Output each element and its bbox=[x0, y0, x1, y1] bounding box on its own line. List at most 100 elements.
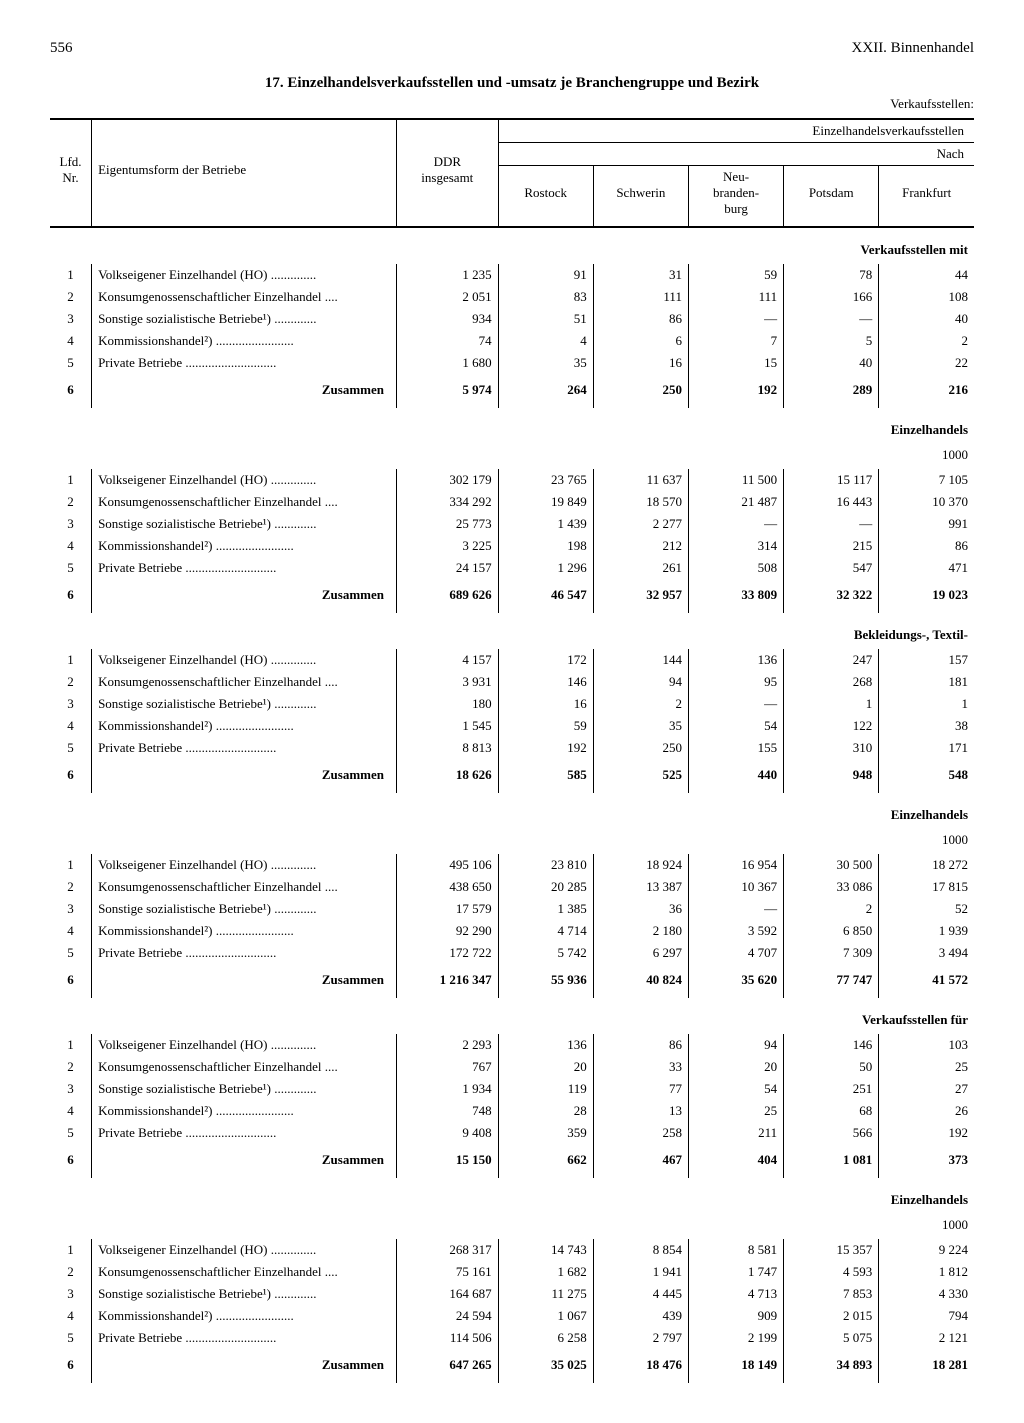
row-label: Kommissionshandel²) ....................… bbox=[92, 535, 397, 557]
cell: 164 687 bbox=[396, 1283, 498, 1305]
cell: 114 506 bbox=[396, 1327, 498, 1349]
row-label: Sonstige sozialistische Betriebe¹) .....… bbox=[92, 308, 397, 330]
sum-cell: 46 547 bbox=[498, 579, 593, 613]
row-label: Volkseigener Einzelhandel (HO) .........… bbox=[92, 264, 397, 286]
sum-cell: 250 bbox=[593, 374, 688, 408]
sum-cell: 689 626 bbox=[396, 579, 498, 613]
table-row: 4Kommissionshandel²) ...................… bbox=[50, 715, 974, 737]
sum-cell: 18 626 bbox=[396, 759, 498, 793]
row-nr: 4 bbox=[50, 920, 92, 942]
row-nr: 1 bbox=[50, 264, 92, 286]
sum-row: 6Zusammen5 974264250192289216 bbox=[50, 374, 974, 408]
cell: 1 bbox=[784, 693, 879, 715]
section-head-sub: 1000 bbox=[50, 829, 974, 854]
cell: 16 bbox=[593, 352, 688, 374]
cell: 438 650 bbox=[396, 876, 498, 898]
table-row: 4Kommissionshandel²) ...................… bbox=[50, 535, 974, 557]
row-label: Volkseigener Einzelhandel (HO) .........… bbox=[92, 854, 397, 876]
table-row: 3Sonstige sozialistische Betriebe¹) ....… bbox=[50, 898, 974, 920]
cell: 934 bbox=[396, 308, 498, 330]
row-nr: 2 bbox=[50, 286, 92, 308]
row-nr: 3 bbox=[50, 513, 92, 535]
sum-cell: 404 bbox=[688, 1144, 783, 1178]
cell: 1 067 bbox=[498, 1305, 593, 1327]
sum-cell: 35 620 bbox=[688, 964, 783, 998]
section-head-sub: 1000 bbox=[50, 1214, 974, 1239]
table-row: 2Konsumgenossenschaftlicher Einzelhandel… bbox=[50, 1261, 974, 1283]
cell: 21 487 bbox=[688, 491, 783, 513]
cell: 6 850 bbox=[784, 920, 879, 942]
row-label: Private Betriebe .......................… bbox=[92, 942, 397, 964]
cell: 7 309 bbox=[784, 942, 879, 964]
cell: 1 812 bbox=[879, 1261, 974, 1283]
col-eigentum: Eigentumsform der Betriebe bbox=[92, 119, 397, 220]
cell: — bbox=[784, 513, 879, 535]
table-row: 5Private Betriebe ......................… bbox=[50, 737, 974, 759]
sum-cell: 467 bbox=[593, 1144, 688, 1178]
cell: 92 290 bbox=[396, 920, 498, 942]
cell: 94 bbox=[688, 1034, 783, 1056]
cell: 261 bbox=[593, 557, 688, 579]
cell: 2 051 bbox=[396, 286, 498, 308]
table-row: 4Kommissionshandel²) ...................… bbox=[50, 330, 974, 352]
table-row: 2Konsumgenossenschaftlicher Einzelhandel… bbox=[50, 671, 974, 693]
table-row: 3Sonstige sozialistische Betriebe¹) ....… bbox=[50, 513, 974, 535]
cell: 8 813 bbox=[396, 737, 498, 759]
cell: 3 592 bbox=[688, 920, 783, 942]
cell: 24 594 bbox=[396, 1305, 498, 1327]
cell: 258 bbox=[593, 1122, 688, 1144]
row-label: Sonstige sozialistische Betriebe¹) .....… bbox=[92, 898, 397, 920]
cell: 25 bbox=[688, 1100, 783, 1122]
cell: 103 bbox=[879, 1034, 974, 1056]
cell: 16 954 bbox=[688, 854, 783, 876]
cell: 4 330 bbox=[879, 1283, 974, 1305]
cell: 86 bbox=[593, 308, 688, 330]
cell: 27 bbox=[879, 1078, 974, 1100]
sum-cell: 55 936 bbox=[498, 964, 593, 998]
sum-cell: 18 149 bbox=[688, 1349, 783, 1383]
row-nr: 2 bbox=[50, 1261, 92, 1283]
table-row: 4Kommissionshandel²) ...................… bbox=[50, 1100, 974, 1122]
sum-cell: 440 bbox=[688, 759, 783, 793]
cell: 2 199 bbox=[688, 1327, 783, 1349]
table-row: 3Sonstige sozialistische Betriebe¹) ....… bbox=[50, 1078, 974, 1100]
cell: 35 bbox=[593, 715, 688, 737]
row-nr: 6 bbox=[50, 964, 92, 998]
cell: 11 500 bbox=[688, 469, 783, 491]
cell: 18 272 bbox=[879, 854, 974, 876]
cell: 14 743 bbox=[498, 1239, 593, 1261]
sum-cell: 192 bbox=[688, 374, 783, 408]
table-row: 3Sonstige sozialistische Betriebe¹) ....… bbox=[50, 1283, 974, 1305]
section-head: Einzelhandels bbox=[50, 793, 974, 829]
cell: 136 bbox=[688, 649, 783, 671]
cell: 146 bbox=[784, 1034, 879, 1056]
sum-cell: 41 572 bbox=[879, 964, 974, 998]
row-label: Private Betriebe .......................… bbox=[92, 557, 397, 579]
cell: 991 bbox=[879, 513, 974, 535]
cell: 767 bbox=[396, 1056, 498, 1078]
col-region-3: Potsdam bbox=[784, 166, 879, 221]
cell: 2 bbox=[784, 898, 879, 920]
cell: 359 bbox=[498, 1122, 593, 1144]
table-row: 2Konsumgenossenschaftlicher Einzelhandel… bbox=[50, 876, 974, 898]
sum-cell: 525 bbox=[593, 759, 688, 793]
cell: 2 277 bbox=[593, 513, 688, 535]
cell: 508 bbox=[688, 557, 783, 579]
cell: 8 854 bbox=[593, 1239, 688, 1261]
table-row: 2Konsumgenossenschaftlicher Einzelhandel… bbox=[50, 1056, 974, 1078]
sum-label: Zusammen bbox=[92, 579, 397, 613]
cell: 86 bbox=[879, 535, 974, 557]
row-label: Kommissionshandel²) ....................… bbox=[92, 1305, 397, 1327]
cell: — bbox=[688, 898, 783, 920]
row-nr: 6 bbox=[50, 1144, 92, 1178]
row-label: Konsumgenossenschaftlicher Einzelhandel … bbox=[92, 671, 397, 693]
col-region-4: Frankfurt bbox=[879, 166, 974, 221]
cell: 68 bbox=[784, 1100, 879, 1122]
cell: 909 bbox=[688, 1305, 783, 1327]
row-nr: 6 bbox=[50, 1349, 92, 1383]
cell: 2 015 bbox=[784, 1305, 879, 1327]
cell: 38 bbox=[879, 715, 974, 737]
cell: 77 bbox=[593, 1078, 688, 1100]
cell: 3 225 bbox=[396, 535, 498, 557]
cell: 1 439 bbox=[498, 513, 593, 535]
